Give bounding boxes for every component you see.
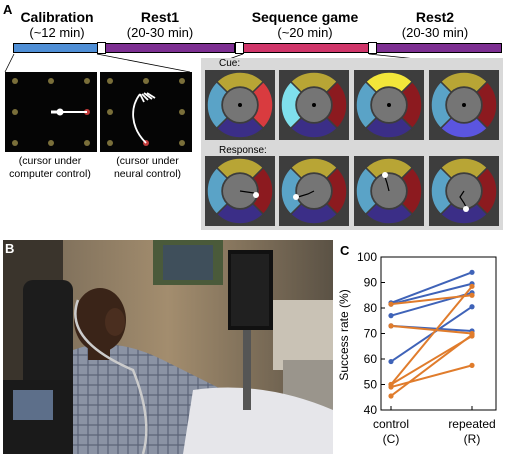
phase-rest1-duration: (20-30 min) — [126, 25, 194, 40]
cue-wheel-4 — [429, 70, 499, 140]
data-point — [469, 304, 475, 310]
participant-photo — [3, 240, 333, 454]
series-line — [390, 282, 473, 306]
chart-frame — [380, 256, 497, 411]
y-tick-label: 70 — [364, 327, 378, 341]
phase-rest1-title: Rest1 — [140, 9, 180, 25]
data-point — [469, 283, 475, 289]
data-point — [388, 384, 394, 390]
game-wheels — [205, 70, 499, 226]
response-wheel-3 — [354, 156, 424, 226]
series-line — [390, 324, 473, 335]
x-category-repeated: repeated — [448, 417, 495, 431]
response-wheel-1 — [205, 156, 275, 226]
y-tick-label: 100 — [357, 250, 377, 264]
y-tick-label: 90 — [364, 276, 378, 290]
panel-c-label: C — [340, 243, 350, 258]
data-point — [469, 292, 475, 298]
chart-ylabel: Success rate (%) — [337, 289, 351, 380]
y-tick-label: 40 — [364, 403, 378, 417]
phase-calibration-duration: (~12 min) — [29, 25, 85, 40]
x-category-repeated-code: (R) — [464, 432, 481, 446]
phase-sequence-duration: (~20 min) — [277, 25, 333, 40]
cue-label: Cue: — [219, 58, 241, 69]
series-11 — [388, 332, 475, 399]
series-line — [390, 364, 473, 389]
response-wheel-4 — [429, 156, 499, 226]
data-point — [469, 269, 475, 275]
panel-a-label: A — [3, 2, 13, 17]
participant-photo-illustration — [3, 240, 333, 454]
data-point — [469, 332, 475, 338]
calibration-targets-computer — [12, 78, 90, 146]
series-line — [390, 271, 473, 304]
y-tick-label: 50 — [364, 378, 378, 392]
series-6 — [388, 292, 475, 307]
data-point — [469, 362, 475, 368]
panel-b-label: B — [5, 241, 15, 256]
y-tick-label: 80 — [364, 301, 378, 315]
caption-computer-control-line1: (cursor under — [18, 155, 82, 167]
cue-wheel-3 — [354, 70, 424, 140]
x-category-control: control — [373, 417, 409, 431]
timeline-segment-rest1 — [105, 43, 235, 53]
data-point — [388, 323, 394, 329]
timeline-segment-rest2 — [376, 43, 502, 53]
caption-computer-control-line2: computer control) — [9, 168, 91, 180]
data-point — [388, 358, 394, 365]
phase-rest2-title: Rest2 — [415, 9, 455, 25]
series-line — [390, 285, 473, 386]
x-category-control-code: (C) — [383, 432, 400, 446]
phase-sequence-title: Sequence game — [251, 9, 359, 25]
phase-calibration-title: Calibration — [20, 9, 94, 25]
success-rate-chart: Success rate (%) 40 50 60 70 80 90 100 control… — [337, 250, 497, 446]
caption-neural-control-line1: (cursor under — [116, 155, 179, 167]
data-point — [388, 393, 394, 399]
series-line — [390, 294, 473, 306]
y-tick-label: 60 — [364, 352, 378, 366]
series-line — [390, 333, 473, 397]
phase-rest2-duration: (20-30 min) — [401, 25, 469, 40]
data-point — [388, 313, 394, 319]
calibration-targets-neural — [107, 78, 185, 146]
calibration-screen-neural — [100, 72, 192, 152]
response-wheel-2 — [279, 156, 349, 226]
cue-wheel-1 — [205, 70, 275, 140]
calibration-screen-computer — [5, 72, 97, 152]
cue-wheel-2 — [279, 70, 349, 140]
series-10 — [388, 362, 475, 390]
data-point — [388, 301, 394, 307]
response-label: Response: — [219, 145, 267, 156]
caption-neural-control-line2: neural control) — [113, 168, 182, 180]
